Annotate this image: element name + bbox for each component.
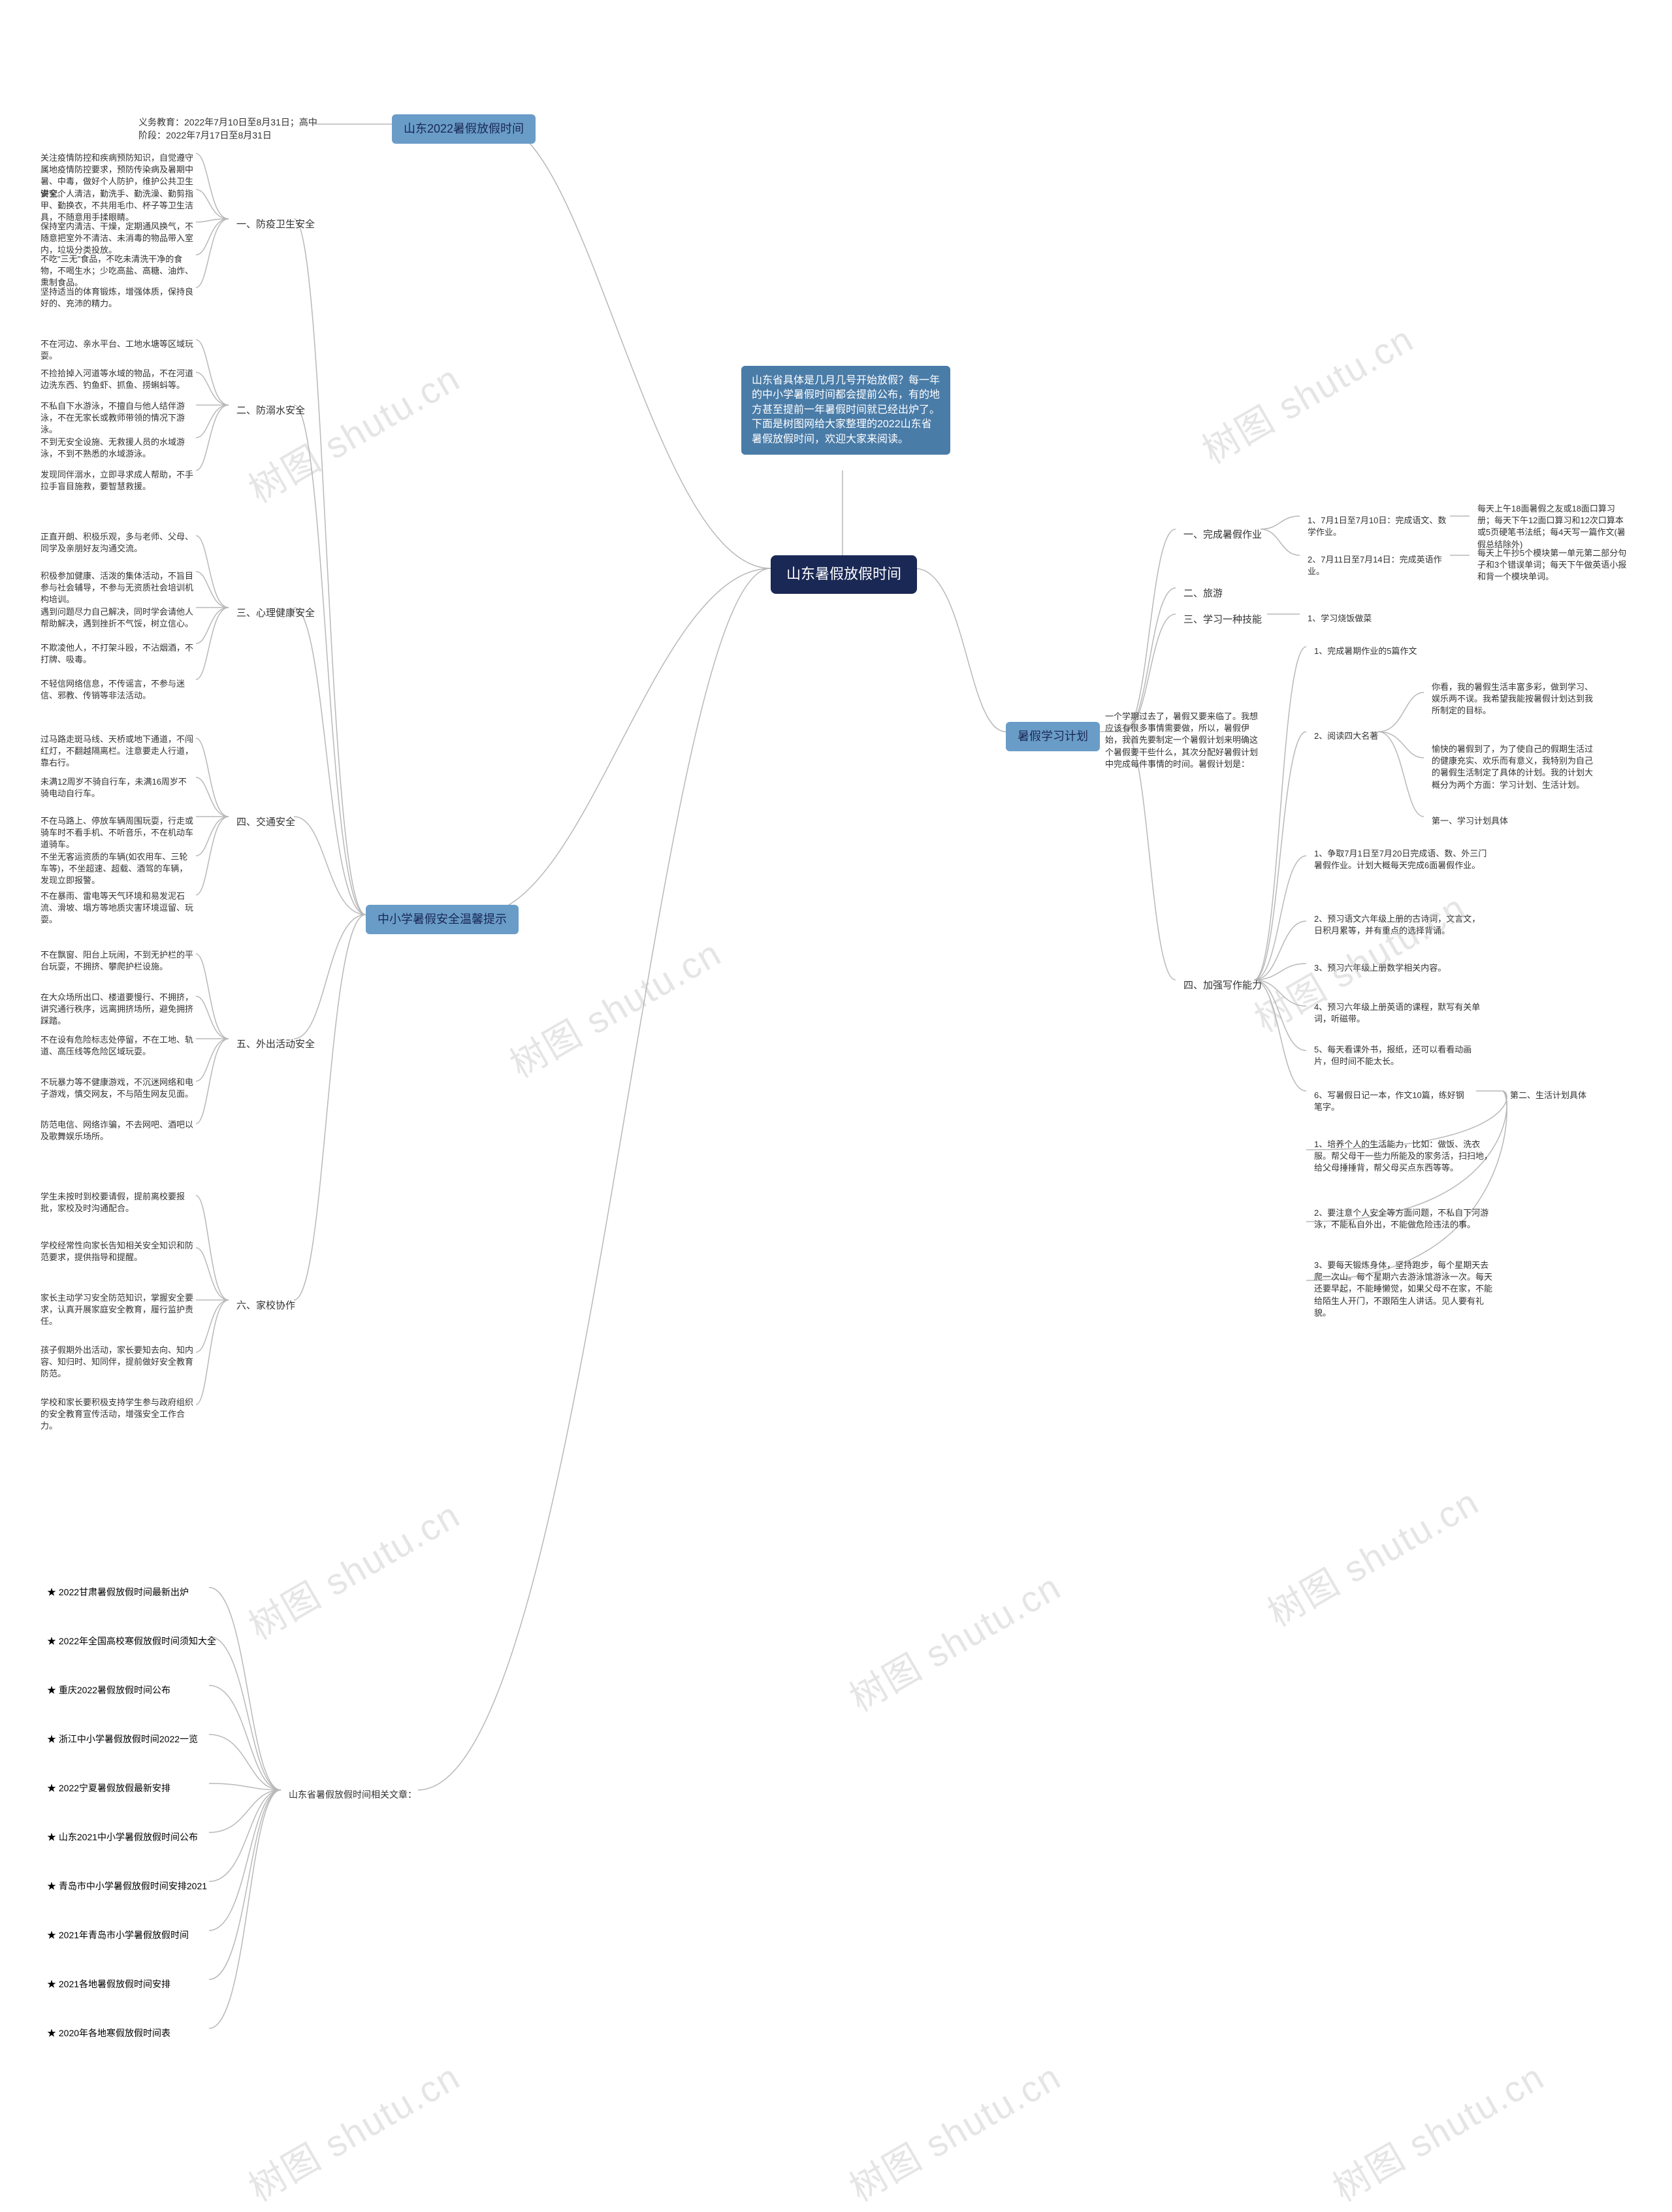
- plan-life-2: 3、要每天锻炼身体，坚持跑步，每个星期天去爬一次山。每个星期六去游泳馆游泳一次。…: [1306, 1254, 1502, 1324]
- watermark: 树图 shutu.cn: [238, 350, 468, 513]
- safety-item: 不在飘窗、阳台上玩闹，不到无护栏的平台玩耍，不拥挤、攀爬护栏设施。: [33, 944, 202, 978]
- safety-item: 不玩暴力等不健康游戏，不沉迷网络和电子游戏，慎交网友，不与陌生网友见面。: [33, 1071, 202, 1105]
- branch-label: 中小学暑假安全温馨提示: [378, 913, 507, 926]
- branch-safety[interactable]: 中小学暑假安全温馨提示: [366, 905, 519, 934]
- intro-text: 山东省具体是几月几号开始放假？每一年的中小学暑假时间都会提前公布，有的地方甚至提…: [752, 375, 940, 445]
- safety-item: 防范电信、网络诈骗，不去网吧、酒吧以及歌舞娱乐场所。: [33, 1114, 202, 1148]
- plan-sec4-i1: 2、阅读四大名著: [1306, 725, 1386, 747]
- branch-related[interactable]: 山东省暑假放假时间相关文章：: [281, 1783, 425, 1807]
- watermark: 树图 shutu.cn: [238, 2048, 468, 2212]
- plan-sec4-i4: 3、预习六年级上册数学相关内容。: [1306, 957, 1454, 979]
- safety-item: 过马路走斑马线、天桥或地下通道，不闯红灯，不翻越隔离栏。注意要走人行道，靠右行。: [33, 728, 202, 775]
- plan-sec4-i0: 1、完成暑期作业的5篇作文: [1306, 640, 1424, 662]
- safety-item: 不在设有危险标志处停留，不在工地、轨道、高压线等危险区域玩耍。: [33, 1029, 202, 1063]
- plan-sec4-i6: 5、每天看课外书，报纸，还可以看看动画片，但时间不能太长。: [1306, 1039, 1496, 1073]
- plan-sec3[interactable]: 三、学习一种技能: [1176, 608, 1270, 632]
- safety-item: 学生未按时到校要请假，提前离校要报批，家校及时沟通配合。: [33, 1186, 202, 1220]
- intro-box: 山东省具体是几月几号开始放假？每一年的中小学暑假时间都会提前公布，有的地方甚至提…: [741, 366, 950, 455]
- related-article-link[interactable]: ★ 青岛市中小学暑假放假时间安排2021: [39, 1875, 215, 1898]
- safety-item: 不在暴雨、雷电等天气环境和易发泥石流、滑坡、塌方等地质灾害环境逗留、玩耍。: [33, 885, 202, 932]
- safety-item: 正直开朗、积极乐观，多与老师、父母、同学及亲朋好友沟通交流。: [33, 526, 202, 560]
- branch-study-plan[interactable]: 暑假学习计划: [1006, 722, 1100, 751]
- safety-item: 孩子假期外出活动，家长要知去向、知内容、知归时、知同伴，提前做好安全教育防范。: [33, 1339, 202, 1386]
- watermark: 树图 shutu.cn: [839, 1558, 1069, 1722]
- watermark: 树图 shutu.cn: [1257, 1473, 1487, 1637]
- plan-sec4-sub0: 你看，我的暑假生活丰富多彩，做到学习、娱乐两不误。我希望我能按暑假计划达到我所制…: [1424, 676, 1607, 723]
- watermark: 树图 shutu.cn: [1322, 2048, 1552, 2212]
- safety-item: 不轻信网络信息，不传谣言，不参与迷信、邪教、传销等非法活动。: [33, 673, 202, 707]
- plan-life-1: 2、要注意个人安全等方面问题，不私自下河游泳，不能私自外出，不能做危险违法的事。: [1306, 1202, 1502, 1236]
- plan-sec4-i3: 2、预习语文六年级上册的古诗词，文言文，日积月累等，并有重点的选择背诵。: [1306, 908, 1496, 942]
- holiday-detail: 义务教育：2022年7月10日至8月31日；高中阶段：2022年7月17日至8月…: [131, 111, 327, 147]
- safety-category[interactable]: 三、心理健康安全: [229, 601, 323, 625]
- safety-category[interactable]: 四、交通安全: [229, 810, 303, 834]
- plan-sec4[interactable]: 四、加强写作能力: [1176, 973, 1270, 998]
- safety-category[interactable]: 六、家校协作: [229, 1293, 303, 1318]
- related-article-link[interactable]: ★ 2020年各地寒假放假时间表: [39, 2022, 178, 2045]
- safety-item: 坚持适当的体育锻炼，增强体质，保持良好的、充沛的精力。: [33, 281, 202, 315]
- plan-sec1[interactable]: 一、完成暑假作业: [1176, 523, 1270, 547]
- related-article-link[interactable]: ★ 浙江中小学暑假放假时间2022一览: [39, 1728, 206, 1751]
- safety-item: 不欺凌他人，不打架斗殴，不沾烟酒，不打牌、吸毒。: [33, 637, 202, 671]
- branch-label: 山东省暑假放假时间相关文章：: [289, 1789, 417, 1800]
- branch-label: 山东2022暑假放假时间: [404, 122, 524, 135]
- plan-sec3-detail: 1、学习烧饭做菜: [1300, 608, 1379, 630]
- branch-holiday-time[interactable]: 山东2022暑假放假时间: [392, 114, 536, 144]
- safety-item: 发现同伴溺水，立即寻求成人帮助，不手拉手盲目施救，要智慧救援。: [33, 464, 202, 498]
- plan-sec1-item1: 1、7月1日至7月10日：完成语文、数学作业。: [1300, 510, 1456, 544]
- related-article-link[interactable]: ★ 2022甘肃暑假放假时间最新出炉: [39, 1581, 197, 1604]
- safety-item: 家长主动学习安全防范知识，掌握安全要求，认真开展家庭安全教育，履行监护责任。: [33, 1287, 202, 1333]
- plan-sec4-i7: 6、写暑假日记一本，作文10篇，练好钢笔字。: [1306, 1084, 1476, 1118]
- plan-life-title: 第二、生活计划具体: [1502, 1084, 1594, 1107]
- related-article-link[interactable]: ★ 2022年全国高校寒假放假时间须知大全: [39, 1630, 224, 1653]
- watermark: 树图 shutu.cn: [839, 2048, 1069, 2212]
- plan-sec4-i5: 4、预习六年级上册英语的课程，默写有关单词，听磁带。: [1306, 996, 1496, 1030]
- related-article-link[interactable]: ★ 山东2021中小学暑假放假时间公布: [39, 1826, 206, 1849]
- watermark: 树图 shutu.cn: [499, 924, 730, 1088]
- root-label: 山东暑假放假时间: [786, 566, 901, 582]
- safety-item: 学校经常性向家长告知相关安全知识和防范要求，提供指导和提醒。: [33, 1235, 202, 1269]
- related-article-link[interactable]: ★ 2022宁夏暑假放假最新安排: [39, 1777, 178, 1800]
- study-plan-intro: 一个学期过去了，暑假又要来临了。我想应该有很多事情需要做，所以，暑假伊始，我首先…: [1097, 706, 1267, 775]
- related-article-link[interactable]: ★ 重庆2022暑假放假时间公布: [39, 1679, 178, 1702]
- safety-item: 遇到问题尽力自己解决，同时学会请他人帮助解决，遇到挫折不气馁，树立信心。: [33, 601, 202, 635]
- plan-sec4-sub2: 第一、学习计划具体: [1424, 810, 1516, 832]
- safety-item: 不捡拾掉入河道等水域的物品，不在河道边洗东西、钓鱼虾、抓鱼、捞蝌蚪等。: [33, 363, 202, 397]
- branch-label: 暑假学习计划: [1018, 730, 1088, 743]
- plan-sec1-item2: 2、7月11日至7月14日：完成英语作业。: [1300, 549, 1456, 583]
- safety-item: 在大众场所出口、楼道要慢行、不拥挤，讲究通行秩序，远离拥挤场所，避免拥挤踩踏。: [33, 986, 202, 1033]
- related-article-link[interactable]: ★ 2021各地暑假放假时间安排: [39, 1973, 178, 1996]
- safety-item: 不到无安全设施、无救援人员的水域游泳，不到不熟悉的水域游泳。: [33, 431, 202, 465]
- watermark: 树图 shutu.cn: [1191, 310, 1422, 474]
- related-article-link[interactable]: ★ 2021年青岛市小学暑假放假时间: [39, 1924, 197, 1947]
- safety-item: 学校和家长要积极支持学生参与政府组织的安全教育宣传活动，增强安全工作合力。: [33, 1391, 202, 1438]
- plan-sec1-item2-detail: 每天上午抄5个模块第一单元第二部分句子和3个错误单词；每天下午做英语小报和背一个…: [1470, 542, 1639, 589]
- plan-sec4-i2: 1、争取7月1日至7月20日完成语、数、外三门暑假作业。计划大概每天完成6面暑假…: [1306, 843, 1496, 877]
- safety-category[interactable]: 二、防溺水安全: [229, 398, 313, 423]
- safety-item: 未满12周岁不骑自行车，未满16周岁不骑电动自行车。: [33, 771, 202, 805]
- plan-life-0: 1、培养个人的生活能力，比如：做饭、洗衣服。帮父母干一些力所能及的家务活，扫扫地…: [1306, 1133, 1502, 1180]
- plan-sec2[interactable]: 二、旅游: [1176, 581, 1230, 606]
- safety-category[interactable]: 一、防疫卫生安全: [229, 212, 323, 236]
- mindmap-root[interactable]: 山东暑假放假时间: [771, 555, 917, 594]
- watermark: 树图 shutu.cn: [238, 1486, 468, 1650]
- plan-sec4-sub1: 愉快的暑假到了，为了使自己的假期生活过的健康充实、欢乐而有意义，我特别为自己的暑…: [1424, 738, 1607, 796]
- safety-category[interactable]: 五、外出活动安全: [229, 1032, 323, 1056]
